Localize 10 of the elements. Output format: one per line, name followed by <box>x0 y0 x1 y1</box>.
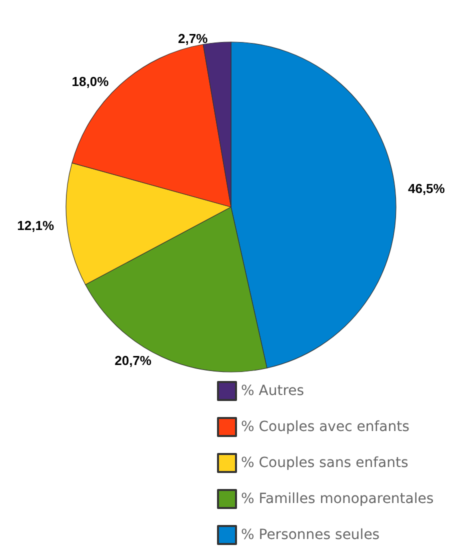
legend-label: % Personnes seules <box>241 527 380 543</box>
data-label: 20,7% <box>114 353 152 368</box>
legend-label: % Couples avec enfants <box>241 419 410 435</box>
data-label: 46,5% <box>408 180 446 196</box>
data-label: 2,7% <box>178 31 208 46</box>
legend-label: % Familles monoparentales <box>241 491 434 507</box>
legend-label: % Autres <box>241 383 304 399</box>
data-label: 12,1% <box>17 218 54 234</box>
legend-label: % Couples sans enfants <box>241 455 408 471</box>
data-label: 18,0% <box>72 74 110 90</box>
